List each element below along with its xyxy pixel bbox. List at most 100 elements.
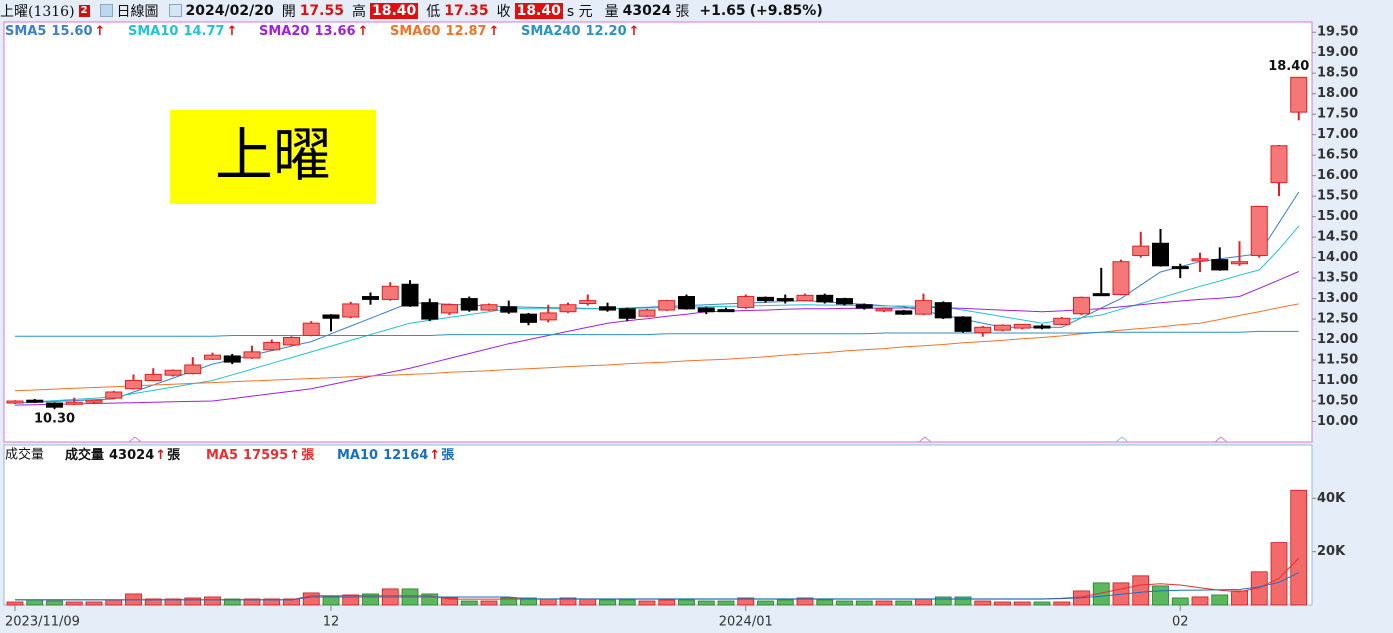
- candle-body: [855, 304, 873, 309]
- legend-label: 17595: [243, 448, 288, 463]
- volume-bar: [915, 598, 932, 606]
- candle-body: [263, 341, 281, 351]
- price-panel: [3, 21, 1313, 443]
- volume-bar: [362, 593, 379, 606]
- volume-label: 量: [604, 3, 619, 20]
- y-tick-label: 14.50: [1317, 230, 1358, 245]
- volume-bar: [776, 599, 794, 606]
- candle-body: [1092, 293, 1110, 297]
- candle-body: [836, 298, 853, 305]
- candle-body: [934, 302, 952, 319]
- icon: [99, 4, 113, 17]
- volume-bar: [1092, 582, 1110, 606]
- volume-title: 成交量: [5, 447, 44, 463]
- volume-bar: [1033, 601, 1051, 606]
- candle-body: [460, 298, 478, 311]
- candle-body: [1112, 261, 1130, 295]
- y-tick-label: 19.00: [1317, 45, 1358, 60]
- volume-bar: [441, 597, 458, 606]
- legend-trend: ↑: [358, 24, 369, 39]
- legend-entry: SMA5 15.60 ↑: [5, 24, 105, 39]
- candle-body: [85, 399, 103, 403]
- change: +1.65: [699, 2, 746, 19]
- candle-body: [342, 303, 360, 318]
- volume-bar: [1231, 590, 1248, 606]
- y-tick-label: 12.00: [1317, 332, 1358, 347]
- volume-bar: [1152, 585, 1169, 606]
- volume-bar: [757, 600, 774, 606]
- volume-bar: [855, 600, 873, 606]
- x-tick-label: 2023/11/09: [5, 615, 80, 630]
- legend-name: MA5: [206, 448, 238, 463]
- volume-bar: [796, 597, 814, 606]
- legend-trend: ↑: [429, 448, 440, 463]
- header: 上曜(1316) 2 日線圖 2024/02/20 開 17.55 高 18.4…: [0, 0, 1393, 21]
- candle-body: [1290, 76, 1308, 113]
- candle-body: [204, 354, 221, 360]
- y-tick-label: 10.50: [1317, 394, 1358, 409]
- series-line: [14, 225, 1300, 404]
- legend-entry: SMA20 13.66 ↑: [259, 24, 368, 39]
- candle-body: [875, 308, 893, 312]
- legend-entry: SMA10 14.77 ↑: [128, 24, 237, 39]
- candle-body: [65, 401, 83, 405]
- volume-bar: [85, 601, 103, 606]
- volume-bar: [460, 600, 478, 606]
- volume-bar: [263, 598, 281, 606]
- legend-trend: ↑: [95, 24, 106, 39]
- candle-body: [678, 296, 695, 310]
- candle-body: [1073, 296, 1090, 315]
- min-annotation: 10.30: [34, 412, 75, 427]
- candle-body: [737, 296, 755, 309]
- legend-unit: 張: [301, 448, 315, 463]
- volume-bar: [204, 596, 221, 606]
- candle-body: [480, 304, 498, 311]
- open: 17.55: [299, 2, 344, 19]
- volume-bar: [836, 600, 853, 606]
- candle-body: [243, 351, 261, 359]
- y-tick-label: 16.00: [1317, 168, 1358, 183]
- max-annotation: 18.40: [1268, 59, 1309, 74]
- volume-bar: [500, 597, 518, 606]
- volume-bar: [599, 599, 616, 606]
- candle-body: [322, 314, 340, 319]
- candle-body: [362, 296, 379, 300]
- legend-trend: ↑: [289, 448, 300, 463]
- low: 17.35: [444, 2, 489, 19]
- period: 日線圖: [116, 3, 159, 20]
- close: 18.40: [514, 2, 563, 19]
- markers: [128, 436, 1228, 443]
- legend-label: 12164: [383, 448, 428, 463]
- volume-bar: [6, 601, 24, 606]
- y-tick-label: 11.00: [1317, 373, 1358, 388]
- candle-body: [500, 306, 518, 313]
- volume-bar: [994, 601, 1011, 606]
- candle-body: [302, 322, 320, 336]
- watermark: 上曜: [215, 121, 331, 189]
- stock-name: 上曜(1316): [0, 3, 75, 20]
- volume-bar: [283, 598, 300, 606]
- candle-body: [1191, 258, 1209, 262]
- y-tick-label: 15.00: [1317, 209, 1358, 224]
- volume-bar: [1132, 575, 1150, 606]
- volume-bar: [678, 599, 695, 606]
- legend-label: 12.20: [586, 24, 627, 39]
- candle-body: [164, 369, 182, 376]
- candle-body: [144, 373, 162, 382]
- volume-bar: [342, 594, 360, 606]
- candle-body: [1152, 242, 1169, 267]
- candle-body: [421, 302, 439, 320]
- y-tick-label: 10.00: [1317, 414, 1358, 429]
- legend-label: 12.87: [445, 24, 486, 39]
- marker: [1214, 436, 1228, 443]
- y-tick-label: 20K: [1317, 544, 1346, 559]
- legend-trend: ↑: [227, 24, 238, 39]
- volume-unit: 張: [675, 3, 690, 20]
- candle-body: [816, 294, 834, 303]
- marker: [918, 436, 932, 443]
- volume-bar: [302, 592, 320, 606]
- change-pct: (+9.85%): [749, 2, 823, 19]
- candle-body: [381, 285, 399, 300]
- candle-body: [1033, 325, 1051, 329]
